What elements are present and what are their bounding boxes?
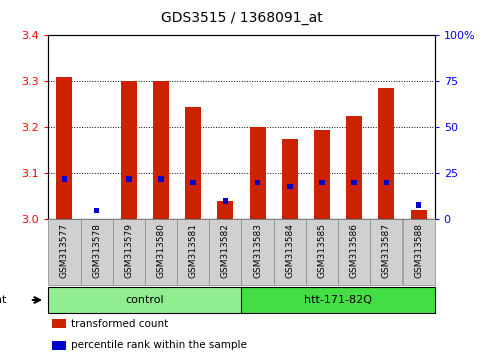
Bar bbox=[126, 176, 132, 182]
Bar bbox=[48, 287, 242, 313]
Bar bbox=[57, 77, 72, 219]
Bar bbox=[319, 180, 325, 185]
Text: GSM313585: GSM313585 bbox=[317, 223, 327, 278]
Bar bbox=[177, 219, 209, 285]
Text: GSM313580: GSM313580 bbox=[156, 223, 166, 278]
Bar bbox=[287, 184, 293, 189]
Bar bbox=[158, 176, 164, 182]
Bar bbox=[145, 219, 177, 285]
Text: GSM313578: GSM313578 bbox=[92, 223, 101, 278]
Text: GSM313587: GSM313587 bbox=[382, 223, 391, 278]
Bar bbox=[346, 116, 362, 219]
Bar bbox=[378, 88, 395, 219]
Bar bbox=[217, 201, 233, 219]
Text: GSM313577: GSM313577 bbox=[60, 223, 69, 278]
Bar bbox=[209, 219, 242, 285]
Bar bbox=[94, 207, 99, 213]
Text: control: control bbox=[126, 295, 164, 305]
Text: GSM313588: GSM313588 bbox=[414, 223, 423, 278]
Bar bbox=[223, 198, 228, 204]
Text: htt-171-82Q: htt-171-82Q bbox=[304, 295, 372, 305]
Text: GSM313586: GSM313586 bbox=[350, 223, 359, 278]
Text: agent: agent bbox=[0, 295, 7, 305]
Bar bbox=[255, 180, 260, 185]
Bar bbox=[314, 130, 330, 219]
Text: GSM313582: GSM313582 bbox=[221, 223, 230, 278]
Bar bbox=[384, 180, 389, 185]
Text: GSM313579: GSM313579 bbox=[124, 223, 133, 278]
Bar bbox=[121, 81, 137, 219]
Bar bbox=[282, 139, 298, 219]
Bar bbox=[153, 81, 169, 219]
Text: GSM313583: GSM313583 bbox=[253, 223, 262, 278]
Bar bbox=[370, 219, 402, 285]
Bar bbox=[274, 219, 306, 285]
Bar bbox=[242, 219, 274, 285]
Bar bbox=[81, 219, 113, 285]
Bar bbox=[52, 319, 66, 329]
Bar bbox=[52, 341, 66, 350]
Text: transformed count: transformed count bbox=[71, 319, 169, 329]
Bar bbox=[113, 219, 145, 285]
Bar bbox=[416, 202, 422, 207]
Bar bbox=[61, 176, 67, 182]
Text: percentile rank within the sample: percentile rank within the sample bbox=[71, 340, 247, 350]
Bar bbox=[185, 107, 201, 219]
Bar bbox=[338, 219, 370, 285]
Text: GSM313581: GSM313581 bbox=[189, 223, 198, 278]
Bar bbox=[402, 219, 435, 285]
Bar bbox=[250, 127, 266, 219]
Bar bbox=[190, 180, 196, 185]
Text: GDS3515 / 1368091_at: GDS3515 / 1368091_at bbox=[161, 11, 322, 25]
Bar bbox=[242, 287, 435, 313]
Bar bbox=[48, 219, 81, 285]
Bar bbox=[306, 219, 338, 285]
Text: GSM313584: GSM313584 bbox=[285, 223, 294, 278]
Bar bbox=[411, 210, 426, 219]
Bar bbox=[351, 180, 357, 185]
